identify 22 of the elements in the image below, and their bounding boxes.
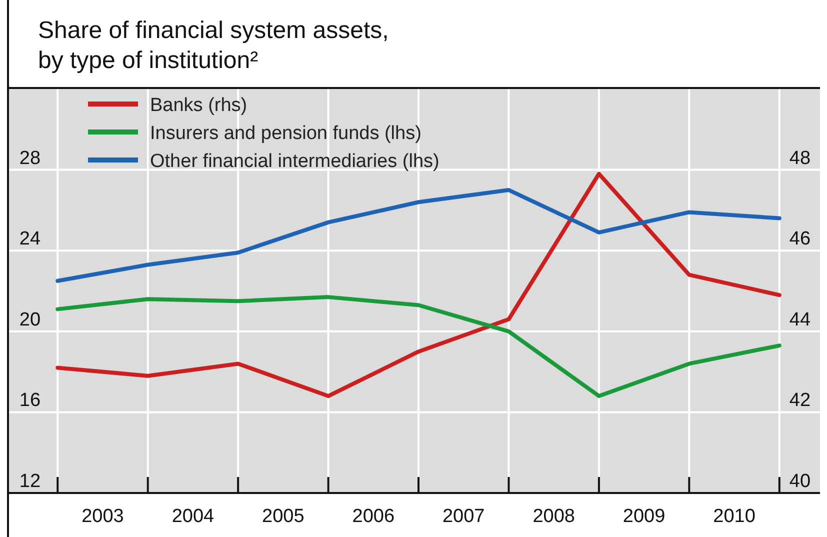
y2-tick-label: 42 bbox=[789, 390, 811, 412]
y2-tick-label: 40 bbox=[789, 471, 811, 492]
x-tick-label: 2007 bbox=[442, 506, 485, 527]
x-tick-label: 2004 bbox=[172, 506, 215, 527]
y2-tick-label: 46 bbox=[789, 228, 811, 250]
y-tick-label: 12 bbox=[19, 471, 41, 492]
x-tick-label: 2010 bbox=[713, 506, 756, 527]
x-tick-label: 2003 bbox=[82, 506, 124, 527]
x-tick-label: 2006 bbox=[352, 506, 395, 527]
y2-tick-label: 48 bbox=[789, 148, 811, 169]
y-tick-label: 20 bbox=[19, 309, 41, 330]
x-tick-label: 2008 bbox=[532, 506, 575, 527]
y2-tick-label: 44 bbox=[789, 309, 811, 330]
chart-title: Share of financial system assets, by type of institution² bbox=[38, 17, 389, 74]
y-tick-label: 16 bbox=[19, 390, 41, 412]
legend-label: Banks (rhs) bbox=[150, 95, 248, 116]
y-tick-label: 24 bbox=[19, 228, 41, 250]
y-tick-label: 28 bbox=[19, 148, 41, 169]
x-tick-label: 2009 bbox=[622, 506, 666, 527]
legend-label: Other financial intermediaries (lhs) bbox=[150, 151, 440, 172]
x-tick-label: 2005 bbox=[262, 506, 304, 527]
legend-label: Insurers and pension funds (lhs) bbox=[150, 123, 422, 144]
